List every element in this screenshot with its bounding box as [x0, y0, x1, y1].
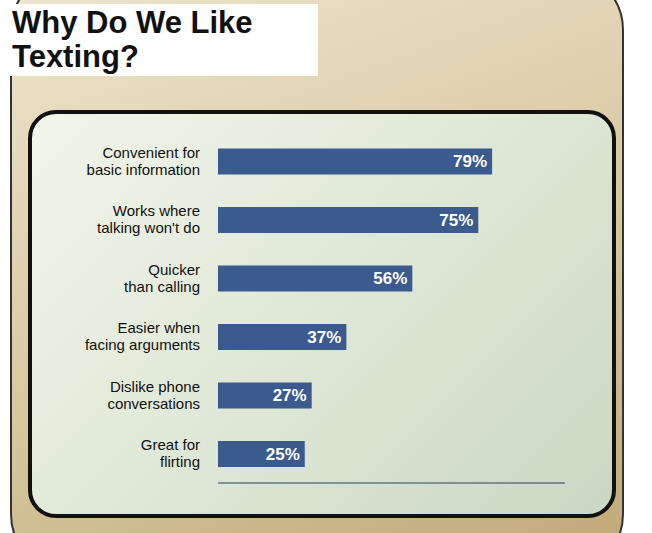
svg-text:75%: 75% — [439, 211, 473, 230]
svg-text:Quickerthan calling: Quickerthan calling — [124, 261, 200, 295]
svg-text:Great forflirting: Great forflirting — [141, 436, 200, 470]
svg-text:37%: 37% — [307, 328, 341, 347]
svg-text:25%: 25% — [266, 445, 300, 464]
svg-text:Convenient forbasic informatio: Convenient forbasic information — [87, 144, 200, 178]
svg-text:79%: 79% — [453, 152, 487, 171]
svg-text:Works wheretalking won't do: Works wheretalking won't do — [97, 202, 200, 236]
html-text:Why Do We Like Texting?: Why Do We Like Texting? — [12, 5, 253, 74]
svg-text:Easier whenfacing arguments: Easier whenfacing arguments — [85, 319, 200, 353]
svg-text:Dislike phoneconversations: Dislike phoneconversations — [107, 378, 200, 412]
svg-text:27%: 27% — [273, 386, 307, 405]
svg-text:56%: 56% — [373, 269, 407, 288]
